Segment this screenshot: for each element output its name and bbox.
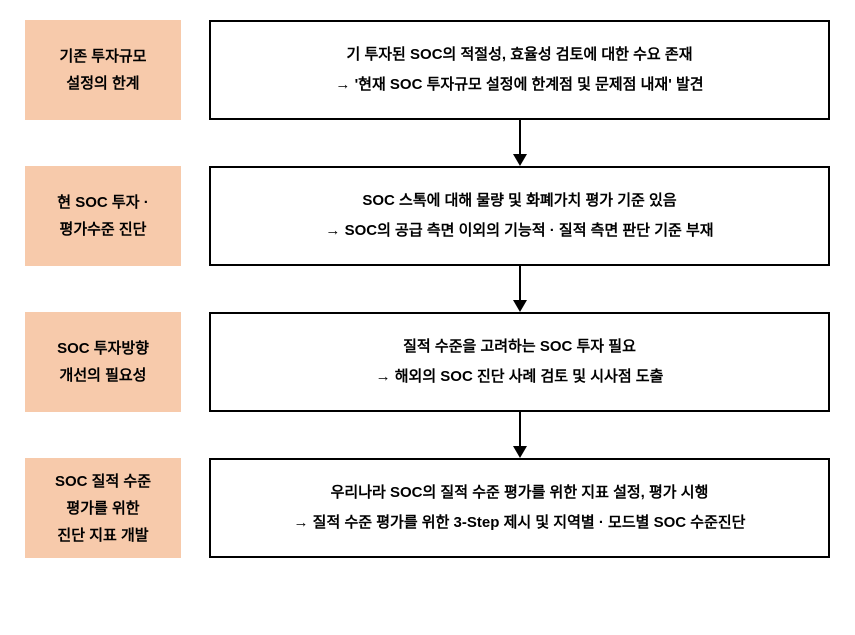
arrow-down-1 <box>209 120 830 166</box>
label-text: 개선의 필요성 <box>60 362 147 389</box>
label-text: 평가를 위한 <box>66 495 139 522</box>
desc-text: SOC 스톡에 대해 물량 및 화폐가치 평가 기준 있음 <box>362 186 676 216</box>
desc-text: → '현재 SOC 투자규모 설정에 한계점 및 문제점 내재' 발견 <box>335 70 703 100</box>
desc-text: → SOC의 공급 측면 이외의 기능적 · 질적 측면 판단 기준 부재 <box>325 216 713 246</box>
desc-text: → 질적 수준 평가를 위한 3-Step 제시 및 지역별 · 모드별 SOC… <box>294 508 746 538</box>
arrow-down-icon <box>510 266 530 312</box>
label-text: 설정의 한계 <box>66 70 139 97</box>
flow-step-4: SOC 질적 수준 평가를 위한 진단 지표 개발 우리나라 SOC의 질적 수… <box>25 458 830 558</box>
arrow-down-icon <box>510 120 530 166</box>
desc-text: → 해외의 SOC 진단 사례 검토 및 시사점 도출 <box>376 362 664 392</box>
label-text: 기존 투자규모 <box>60 43 147 70</box>
step-desc-3: 질적 수준을 고려하는 SOC 투자 필요 → 해외의 SOC 진단 사례 검토… <box>209 312 830 412</box>
flow-step-1: 기존 투자규모 설정의 한계 기 투자된 SOC의 적절성, 효율성 검토에 대… <box>25 20 830 120</box>
flow-step-2: 현 SOC 투자 · 평가수준 진단 SOC 스톡에 대해 물량 및 화폐가치 … <box>25 166 830 266</box>
step-label-4: SOC 질적 수준 평가를 위한 진단 지표 개발 <box>25 458 181 558</box>
label-text: 현 SOC 투자 · <box>57 189 148 216</box>
desc-text: 우리나라 SOC의 질적 수준 평가를 위한 지표 설정, 평가 시행 <box>331 478 709 508</box>
label-text: SOC 투자방향 <box>57 335 149 362</box>
flow-step-3: SOC 투자방향 개선의 필요성 질적 수준을 고려하는 SOC 투자 필요 →… <box>25 312 830 412</box>
desc-text: 질적 수준을 고려하는 SOC 투자 필요 <box>403 332 636 362</box>
arrow-down-3 <box>209 412 830 458</box>
desc-text: 기 투자된 SOC의 적절성, 효율성 검토에 대한 수요 존재 <box>346 40 692 70</box>
step-label-2: 현 SOC 투자 · 평가수준 진단 <box>25 166 181 266</box>
step-label-3: SOC 투자방향 개선의 필요성 <box>25 312 181 412</box>
step-desc-2: SOC 스톡에 대해 물량 및 화폐가치 평가 기준 있음 → SOC의 공급 … <box>209 166 830 266</box>
label-text: 평가수준 진단 <box>60 216 147 243</box>
step-label-1: 기존 투자규모 설정의 한계 <box>25 20 181 120</box>
step-desc-4: 우리나라 SOC의 질적 수준 평가를 위한 지표 설정, 평가 시행 → 질적… <box>209 458 830 558</box>
label-text: 진단 지표 개발 <box>57 522 148 549</box>
step-desc-1: 기 투자된 SOC의 적절성, 효율성 검토에 대한 수요 존재 → '현재 S… <box>209 20 830 120</box>
arrow-down-icon <box>510 412 530 458</box>
arrow-down-2 <box>209 266 830 312</box>
label-text: SOC 질적 수준 <box>55 468 151 495</box>
